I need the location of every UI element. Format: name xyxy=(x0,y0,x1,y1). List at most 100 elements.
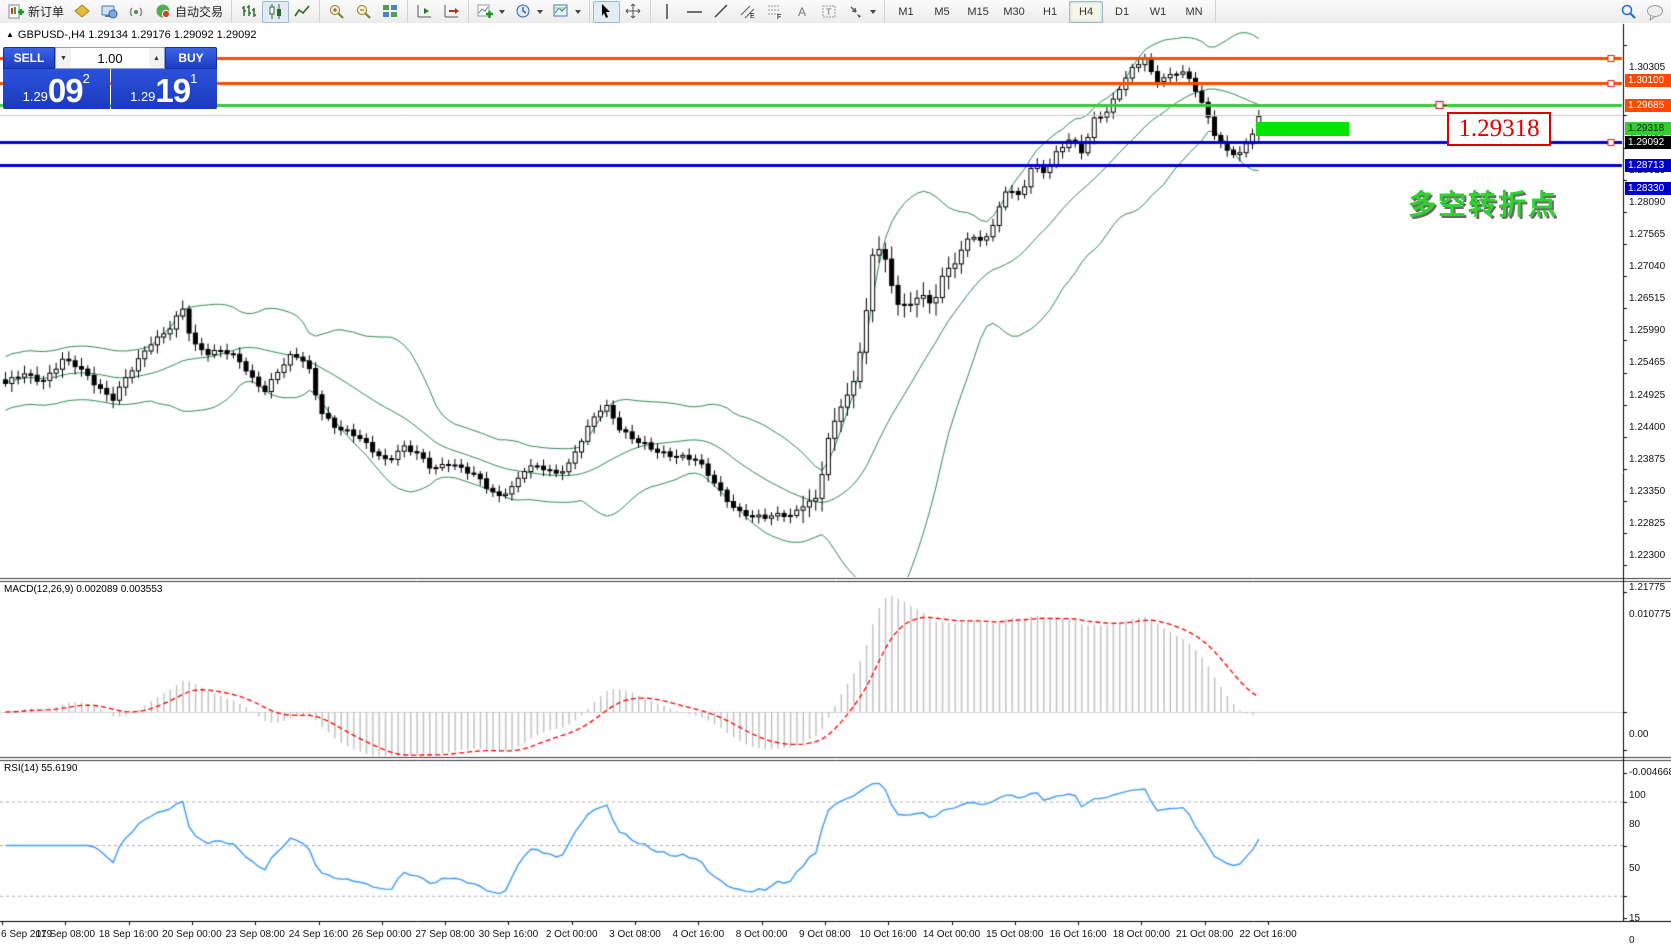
price-level-badge: 1.28713 xyxy=(1625,158,1671,172)
time-axis-label: 24 Sep 16:00 xyxy=(288,929,349,940)
horizontal-line-button[interactable] xyxy=(681,1,708,23)
trendline-icon xyxy=(713,3,730,20)
one-click-trading-panel: SELL ▼ 1.00 ▲ BUY 1.29 09 2 1.29 19 1 xyxy=(3,47,217,109)
indicators-add-icon xyxy=(477,3,494,20)
timeframe-button-m15[interactable]: M15 xyxy=(967,5,989,18)
signals-button[interactable] xyxy=(123,1,150,23)
chart-autoscroll-icon xyxy=(443,3,460,20)
tile-windows-button[interactable] xyxy=(377,1,404,23)
chart-shift-button[interactable] xyxy=(411,1,438,23)
price-level-badge: 1.30100 xyxy=(1625,74,1671,88)
new-order-button[interactable]: 新订单 xyxy=(3,1,69,23)
toolbar-group-trade: 新订单 自动交易 xyxy=(0,0,233,23)
terminal-icon xyxy=(101,3,118,20)
autotrading-icon xyxy=(155,3,172,20)
zoom-out-button[interactable] xyxy=(350,1,377,23)
vertical-line-button[interactable] xyxy=(654,1,681,23)
indicators-caret xyxy=(499,9,506,14)
price-axis-tick: 1.24925 xyxy=(1629,390,1666,402)
volume-increase-button[interactable]: ▲ xyxy=(149,48,164,68)
buy-price-sup: 1 xyxy=(190,71,198,86)
chinese-note-label[interactable]: 多空转折点 xyxy=(1408,189,1559,220)
chat-icon[interactable] xyxy=(1646,3,1663,21)
price-axis-tick: 1.28090 xyxy=(1629,197,1666,209)
search-icon[interactable] xyxy=(1619,3,1636,20)
svg-text:A: A xyxy=(798,5,806,19)
zoom-in-icon xyxy=(328,3,345,20)
periods-button[interactable] xyxy=(510,1,548,23)
new-order-icon xyxy=(8,3,25,20)
buy-price[interactable]: 1.29 19 1 xyxy=(110,69,217,109)
templates-button[interactable] xyxy=(548,1,586,23)
metaeditor-button[interactable] xyxy=(69,1,96,23)
price-axis-tick: 1.30305 xyxy=(1629,62,1666,74)
toolbar: 新订单 自动交易 xyxy=(0,0,1671,24)
fibonacci-icon: F xyxy=(767,3,784,20)
time-axis-label: 10 Oct 16:00 xyxy=(859,929,917,940)
price-axis-tick: 1.26515 xyxy=(1629,293,1666,305)
macd-axis-tick: -0.004668 xyxy=(1629,767,1671,778)
price-axis-tick: 1.25465 xyxy=(1629,357,1666,369)
timeframe-button-d1[interactable]: D1 xyxy=(1115,5,1130,18)
chart-autoscroll-button[interactable] xyxy=(438,1,465,23)
timeframe-button-w1[interactable]: W1 xyxy=(1149,5,1167,18)
collapse-quotes-icon[interactable]: ▲ xyxy=(6,30,14,39)
sell-button[interactable]: SELL xyxy=(3,47,55,69)
fibonacci-button[interactable]: F xyxy=(762,1,789,23)
arrows-button[interactable] xyxy=(843,1,881,23)
price-axis-tick: 1.23350 xyxy=(1629,486,1666,498)
price-axis-tick: 1.23875 xyxy=(1629,454,1666,466)
time-axis-label: 3 Oct 08:00 xyxy=(609,929,661,940)
timeframe-button-m30[interactable]: M30 xyxy=(1003,5,1025,18)
chart-area[interactable]: ▲ GBPUSD-,H4 1.29134 1.29176 1.29092 1.29… xyxy=(0,23,1671,947)
rsi-axis-tick: 15 xyxy=(1629,913,1641,925)
volume-decrease-button[interactable]: ▼ xyxy=(56,48,71,68)
zoom-in-button[interactable] xyxy=(323,1,350,23)
timeframe-button-h1[interactable]: H1 xyxy=(1043,5,1058,18)
time-axis-label: 9 Oct 08:00 xyxy=(799,929,851,940)
text-label-button[interactable]: T xyxy=(816,1,843,23)
buy-button[interactable]: BUY xyxy=(165,47,217,69)
svg-text:E: E xyxy=(750,13,755,20)
time-axis-label: 16 Oct 16:00 xyxy=(1049,929,1107,940)
crosshair-icon xyxy=(625,3,642,20)
price-level-badge: 1.28330 xyxy=(1625,181,1671,195)
candlestick-chart-button[interactable] xyxy=(262,0,290,23)
periods-caret xyxy=(537,9,544,14)
metaeditor-icon xyxy=(74,3,91,20)
crosshair-button[interactable] xyxy=(620,1,647,23)
zoom-out-icon xyxy=(355,3,372,20)
sell-price-big: 09 xyxy=(47,72,84,109)
time-axis-label: 21 Oct 08:00 xyxy=(1176,929,1234,940)
bar-chart-button[interactable] xyxy=(235,1,262,23)
toolbar-group-timeframes: M1 M5 M15 M30 H1 H4 D1 W1 MN xyxy=(885,0,1217,23)
price-chart-canvas[interactable] xyxy=(0,23,1671,947)
timeframe-button-m5[interactable]: M5 xyxy=(934,5,950,18)
price-axis-tick: 1.25990 xyxy=(1629,325,1666,337)
line-chart-button[interactable] xyxy=(289,1,316,23)
price-axis-tick: 1.27565 xyxy=(1629,229,1666,241)
highlight-rectangle[interactable] xyxy=(1256,122,1349,137)
timeframe-button-mn[interactable]: MN xyxy=(1185,5,1203,18)
line-chart-icon xyxy=(294,3,311,20)
equidistant-channel-button[interactable]: E xyxy=(735,1,762,23)
time-axis-label: 30 Sep 16:00 xyxy=(478,929,539,940)
text-button[interactable]: A xyxy=(789,1,816,23)
autotrading-button[interactable]: 自动交易 xyxy=(150,1,228,23)
price-annotation-box[interactable]: 1.29318 xyxy=(1447,112,1551,147)
time-axis-label: 4 Oct 16:00 xyxy=(672,929,725,940)
time-axis-label: 26 Sep 00:00 xyxy=(352,929,412,940)
sell-price[interactable]: 1.29 09 2 xyxy=(3,69,110,109)
arrows-icon xyxy=(848,3,865,20)
toolbar-group-lines: E F A T xyxy=(651,0,886,23)
cursor-button[interactable] xyxy=(593,0,621,23)
rsi-axis-tick: 80 xyxy=(1629,819,1641,830)
text-label-icon: T xyxy=(821,3,838,20)
timeframe-button-h4[interactable]: H4 xyxy=(1069,0,1104,23)
volume-value[interactable]: 1.00 xyxy=(97,50,123,66)
volume-stepper: ▼ 1.00 ▲ xyxy=(55,47,165,69)
terminal-button[interactable] xyxy=(96,1,123,23)
timeframe-button-m1[interactable]: M1 xyxy=(898,5,914,18)
indicators-button[interactable] xyxy=(472,1,510,23)
trendline-button[interactable] xyxy=(708,1,735,23)
